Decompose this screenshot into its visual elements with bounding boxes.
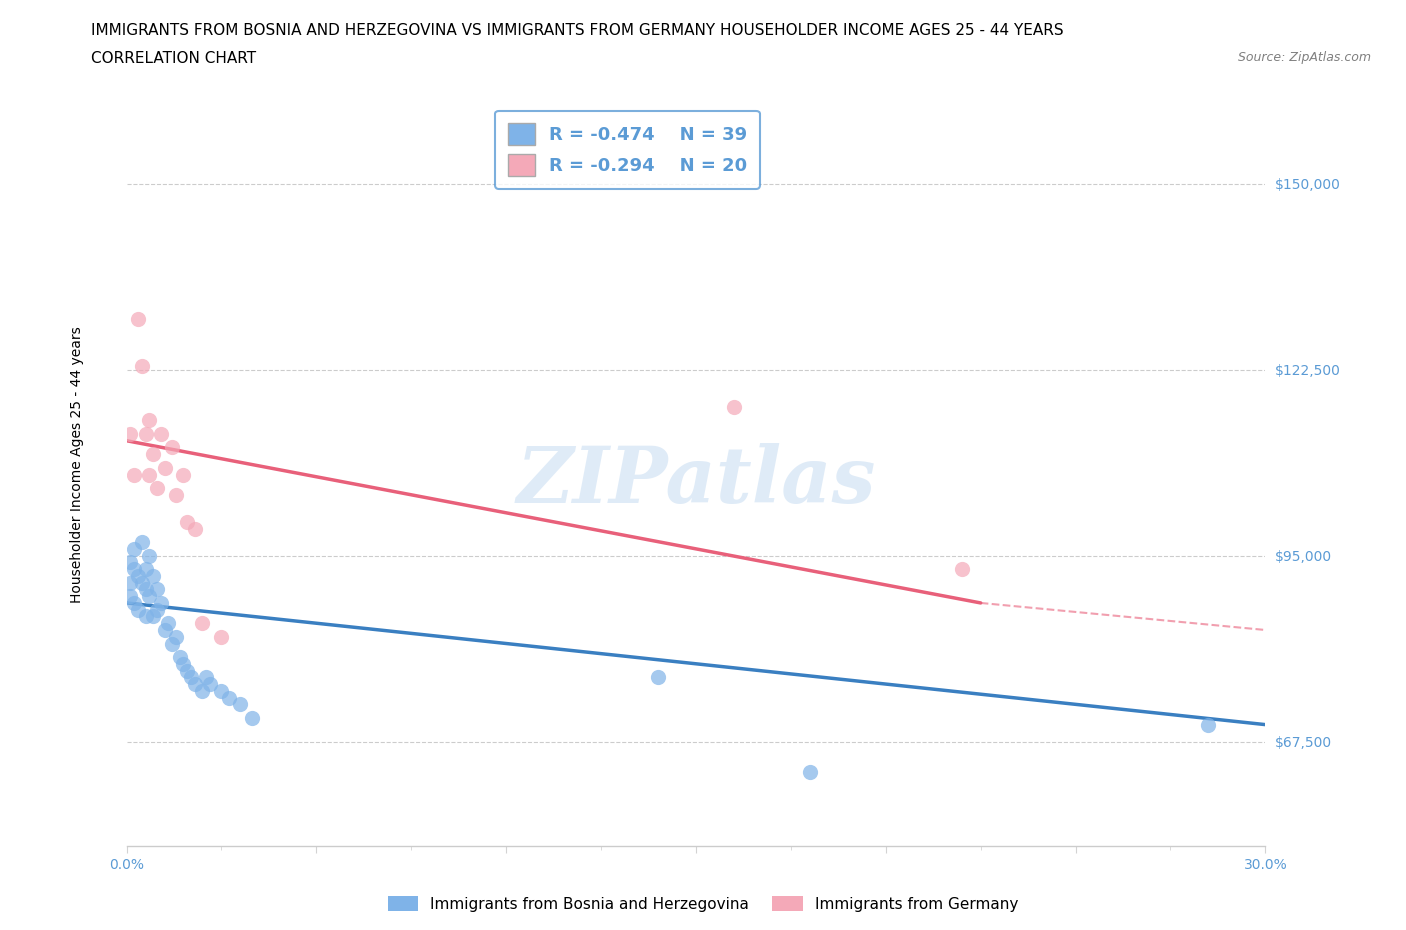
Point — [153, 460, 176, 475]
Text: CORRELATION CHART: CORRELATION CHART — [91, 51, 256, 66]
Text: IMMIGRANTS FROM BOSNIA AND HERZEGOVINA VS IMMIGRANTS FROM GERMANY HOUSEHOLDER IN: IMMIGRANTS FROM BOSNIA AND HERZEGOVINA V… — [91, 23, 1064, 38]
Point — [120, 589, 142, 604]
Point — [135, 562, 156, 577]
Point — [211, 630, 233, 644]
Point — [131, 576, 153, 591]
Point — [799, 764, 821, 779]
Point — [146, 603, 169, 618]
Point — [138, 589, 160, 604]
Point — [135, 427, 156, 442]
Point — [122, 595, 145, 610]
Point — [131, 359, 153, 374]
Point — [218, 690, 240, 705]
Point — [172, 467, 194, 482]
Point — [229, 697, 252, 711]
Point — [131, 535, 153, 550]
Point — [1198, 717, 1220, 732]
Point — [135, 609, 156, 624]
Point — [950, 562, 973, 577]
Point — [172, 657, 194, 671]
Point — [191, 616, 214, 631]
Point — [211, 684, 233, 698]
Text: Source: ZipAtlas.com: Source: ZipAtlas.com — [1237, 51, 1371, 64]
Point — [142, 446, 165, 461]
Point — [120, 427, 142, 442]
Point — [135, 582, 156, 597]
Point — [122, 541, 145, 556]
Point — [127, 312, 149, 326]
Point — [142, 609, 165, 624]
Legend: Immigrants from Bosnia and Herzegovina, Immigrants from Germany: Immigrants from Bosnia and Herzegovina, … — [381, 889, 1025, 918]
Point — [153, 622, 176, 637]
Point — [160, 440, 183, 455]
Text: ZIPatlas: ZIPatlas — [516, 443, 876, 520]
Point — [127, 568, 149, 583]
Point — [146, 481, 169, 496]
Point — [160, 636, 183, 651]
Point — [122, 467, 145, 482]
Point — [184, 521, 207, 536]
Point — [165, 630, 187, 644]
Point — [142, 568, 165, 583]
Point — [149, 427, 172, 442]
Point — [723, 400, 745, 415]
Point — [149, 595, 172, 610]
Point — [165, 487, 187, 502]
Point — [138, 413, 160, 428]
Point — [195, 670, 218, 684]
Legend: R = -0.474    N = 39, R = -0.294    N = 20: R = -0.474 N = 39, R = -0.294 N = 20 — [495, 111, 761, 189]
Point — [184, 677, 207, 692]
Text: Householder Income Ages 25 - 44 years: Householder Income Ages 25 - 44 years — [70, 326, 84, 604]
Point — [138, 467, 160, 482]
Point — [176, 663, 198, 678]
Point — [180, 670, 202, 684]
Point — [176, 514, 198, 529]
Point — [127, 603, 149, 618]
Point — [191, 684, 214, 698]
Point — [240, 711, 263, 725]
Point — [146, 582, 169, 597]
Point — [157, 616, 180, 631]
Point — [647, 670, 669, 684]
Point — [198, 677, 221, 692]
Point — [169, 649, 191, 664]
Point — [120, 576, 142, 591]
Point — [122, 562, 145, 577]
Point — [120, 555, 142, 570]
Point — [138, 548, 160, 563]
